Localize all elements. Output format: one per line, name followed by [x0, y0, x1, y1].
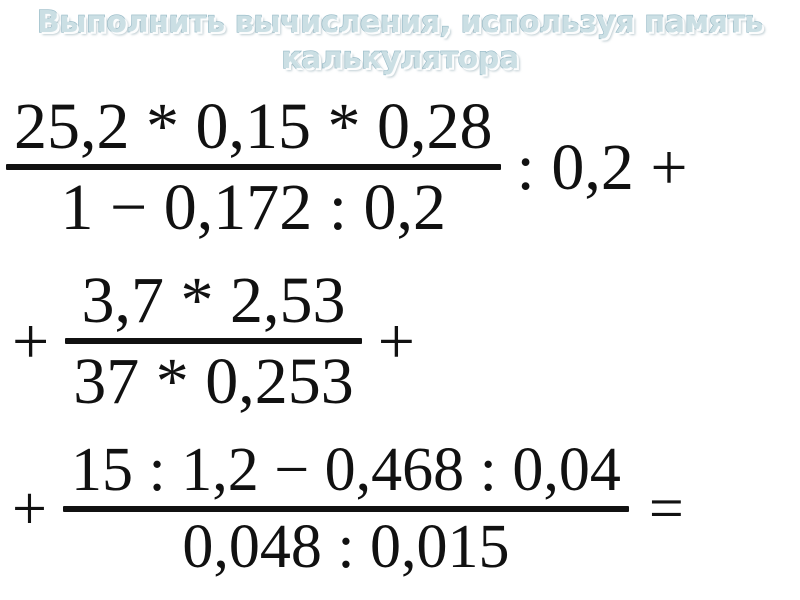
title-line-1: Выполнить вычисления, используя память [36, 4, 764, 40]
fraction-2-bar [65, 338, 362, 345]
fraction-1-numerator: 25,2 * 0,15 * 0,28 [14, 90, 493, 163]
operator-after-fraction-2: + [377, 304, 415, 378]
expression-line-2: + 3,7 * 2,53 37 * 0,253 + [12, 266, 415, 417]
operator-before-fraction-3: + [12, 474, 47, 543]
equals-sign: = [648, 474, 684, 543]
expression-line-3: + 15 : 1,2 − 0,468 : 0,04 0,048 : 0,015 … [12, 436, 684, 582]
fraction-3-bar [62, 506, 629, 513]
fraction-2-numerator: 3,7 * 2,53 [81, 264, 346, 337]
fraction-1: 25,2 * 0,15 * 0,28 1 − 0,172 : 0,2 [6, 92, 501, 243]
expression-line-1: 25,2 * 0,15 * 0,28 1 − 0,172 : 0,2 : 0,2… [6, 92, 688, 243]
fraction-3: 15 : 1,2 − 0,468 : 0,04 0,048 : 0,015 [62, 436, 629, 582]
operator-after-fraction-1: : 0,2 + [516, 130, 688, 204]
fraction-1-denominator: 1 − 0,172 : 0,2 [60, 171, 447, 245]
fraction-2-denominator: 37 * 0,253 [73, 345, 354, 419]
slide-title: Выполнить вычисления, используя память к… [0, 4, 800, 77]
fraction-1-bar [6, 164, 501, 171]
fraction-3-numerator: 15 : 1,2 − 0,468 : 0,04 [70, 436, 621, 504]
fraction-2: 3,7 * 2,53 37 * 0,253 [65, 266, 362, 417]
title-line-2: калькулятора [281, 40, 520, 76]
fraction-3-denominator: 0,048 : 0,015 [182, 513, 510, 582]
operator-before-fraction-2: + [12, 304, 50, 378]
